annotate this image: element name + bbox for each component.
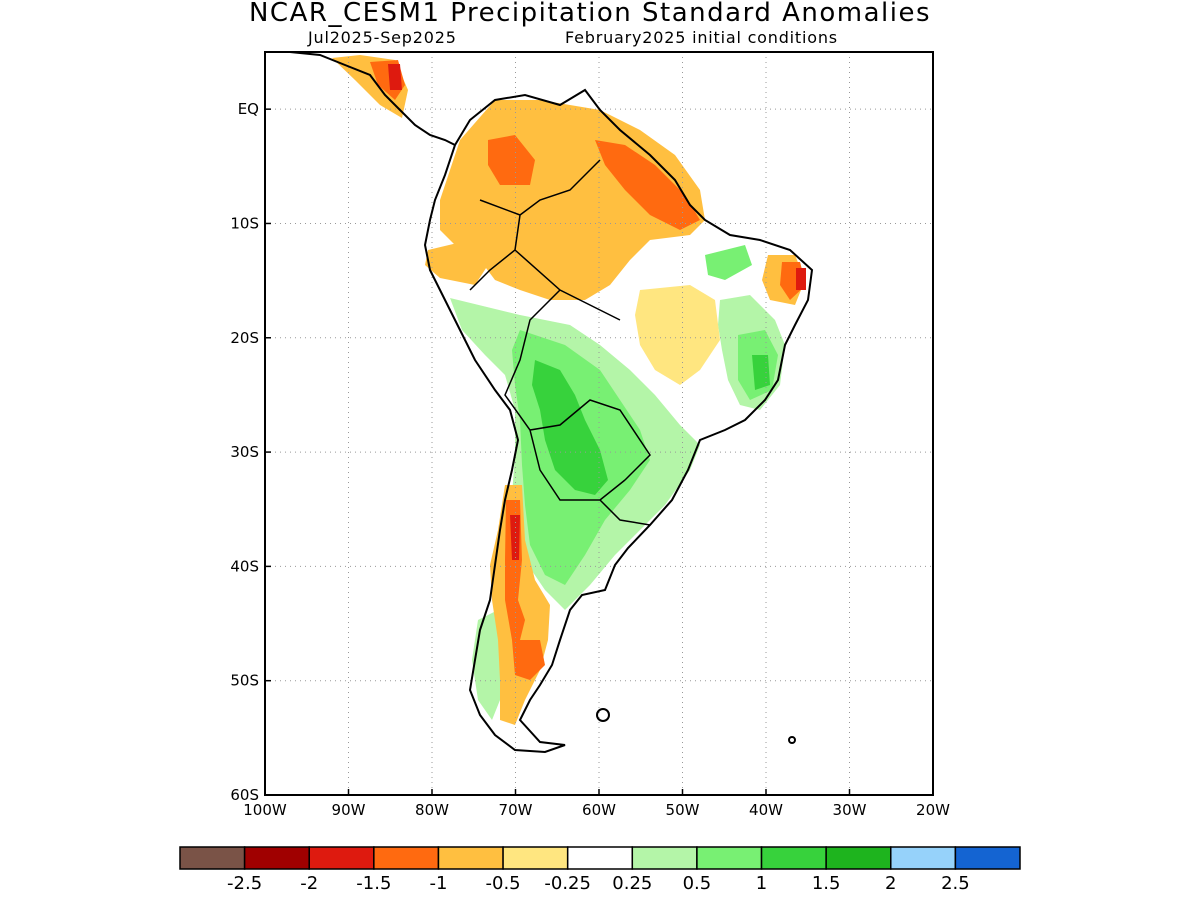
falkland-islands [596,708,610,722]
axis-ticks: 100W 90W 80W 70W 60W 50W 40W 30W 20W 10N EQ 10S 20S 3… [229,0,950,819]
lat-tick-label: 60S [230,786,259,804]
colorbar-label: 0.25 [612,873,652,894]
colorbar-swatch [243,846,310,870]
lat-tick-label: 10N [229,0,259,4]
colorbar-label: -1.5 [356,873,391,894]
initial-conditions: February2025 initial conditions [565,28,838,47]
dry-anomaly-colombia [488,135,535,185]
colorbar-swatch [954,846,1021,870]
lon-tick-label: 60W [582,801,616,819]
colorbar: -2.5 -2 -1.5 -1 -0.5 -0.25 0.25 0.5 1 1.5 2 2.5 [179,846,1021,894]
lat-tick-label: 30S [230,443,259,461]
colorbar-label: -2 [300,873,318,894]
colorbar-swatch [566,846,634,870]
lon-tick-label: 40W [749,801,783,819]
wet-anomaly-chile-coast [472,610,505,720]
colorbar-label: -1 [429,873,447,894]
colorbar-label: 1.5 [812,873,841,894]
colorbar-swatch [502,846,569,870]
dry-anomaly-amazon-light [635,285,720,385]
lat-tick-label: 50S [230,672,259,690]
lat-tick-label: 20S [230,329,259,347]
lon-tick-label: 20W [916,801,950,819]
colorbar-swatch [179,846,246,870]
lon-tick-label: 90W [332,801,366,819]
colorbar-label: -0.5 [486,873,521,894]
dry-anomaly-northeast-peak [796,268,806,290]
dry-anomaly-peru [425,240,490,285]
colorbar-label: -0.25 [544,873,591,894]
coastline [289,52,814,754]
south-america-outline [423,88,814,754]
wet-anomaly-peak [532,360,608,495]
lat-tick-label: 10S [230,214,259,232]
central-america-outline [289,52,456,146]
lat-tick-label: 40S [230,557,259,575]
lon-tick-label: 100W [243,801,287,819]
chart-title: NCAR_CESM1 Precipitation Standard Anomal… [248,0,932,28]
valid-period: Jul2025-Sep2025 [308,28,457,47]
wet-anomaly-northeast [705,245,752,280]
colorbar-swatch [890,846,957,870]
colorbar-swatch [437,846,504,870]
colorbar-swatch [631,846,698,870]
colorbar-swatch [373,846,440,870]
anomaly-shading [332,55,806,725]
wet-anomaly-east-peak [752,355,770,390]
colorbar-swatch [760,846,827,870]
lon-tick-label: 30W [833,801,867,819]
colorbar-swatch [696,846,763,870]
dry-anomaly-central-america-peak [388,64,402,90]
colorbar-label: 1 [756,873,767,894]
colorbar-label: -2.5 [227,873,262,894]
lat-tick-label: EQ [238,100,259,118]
colorbar-label: 2.5 [941,873,970,894]
dry-anomaly-patagonia [512,640,545,680]
country-borders [469,159,651,526]
lon-tick-label: 70W [499,801,533,819]
colorbar-label: 2 [885,873,896,894]
colorbar-swatch [825,846,892,870]
lon-tick-label: 50W [666,801,700,819]
dry-anomaly-guianas [595,140,700,230]
colorbar-label: 0.5 [683,873,712,894]
south-georgia [788,736,796,744]
colorbar-swatch [308,846,375,870]
lon-tick-label: 80W [415,801,449,819]
dry-anomaly-chile-core [505,500,525,640]
